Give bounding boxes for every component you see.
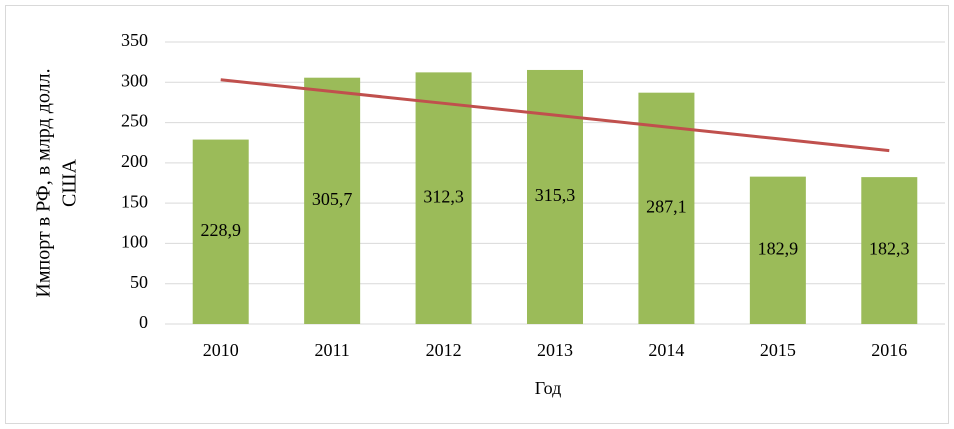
data-label: 305,7 xyxy=(312,189,353,209)
bar xyxy=(638,92,695,324)
y-tick-label: 100 xyxy=(121,232,148,252)
x-axis-label: Год xyxy=(535,378,561,398)
y-tick-label: 300 xyxy=(121,70,148,90)
y-tick-label: 150 xyxy=(121,191,148,211)
y-tick-label: 50 xyxy=(130,272,148,292)
y-tick-label: 250 xyxy=(121,111,148,131)
data-label: 182,9 xyxy=(758,238,799,258)
data-label: 312,3 xyxy=(423,186,464,206)
bar xyxy=(415,72,472,324)
data-label: 315,3 xyxy=(535,185,576,205)
y-axis-label: Импорт в РФ, в млрд долл. США xyxy=(33,68,81,297)
x-tick-label: 2015 xyxy=(760,340,796,360)
x-tick-label: 2012 xyxy=(426,340,462,360)
x-tick-label: 2011 xyxy=(314,340,349,360)
x-tick-label: 2016 xyxy=(871,340,907,360)
y-axis-label-line: США xyxy=(59,158,81,207)
data-label: 182,3 xyxy=(869,239,910,259)
x-tick-label: 2010 xyxy=(203,340,239,360)
trend-line xyxy=(220,78,890,153)
data-label: 228,9 xyxy=(200,220,241,240)
y-axis-label-line: Импорт в РФ, в млрд долл. xyxy=(33,68,55,297)
bar xyxy=(749,176,806,324)
data-label: 287,1 xyxy=(646,196,687,216)
chart-frame xyxy=(5,5,949,424)
bar xyxy=(861,177,918,324)
bar xyxy=(192,139,249,324)
y-tick-label: 0 xyxy=(139,312,148,332)
bar xyxy=(304,77,361,324)
y-tick-label: 200 xyxy=(121,151,148,171)
x-tick-label: 2014 xyxy=(648,340,684,360)
x-tick-label: 2013 xyxy=(537,340,573,360)
y-tick-label: 350 xyxy=(121,30,148,50)
